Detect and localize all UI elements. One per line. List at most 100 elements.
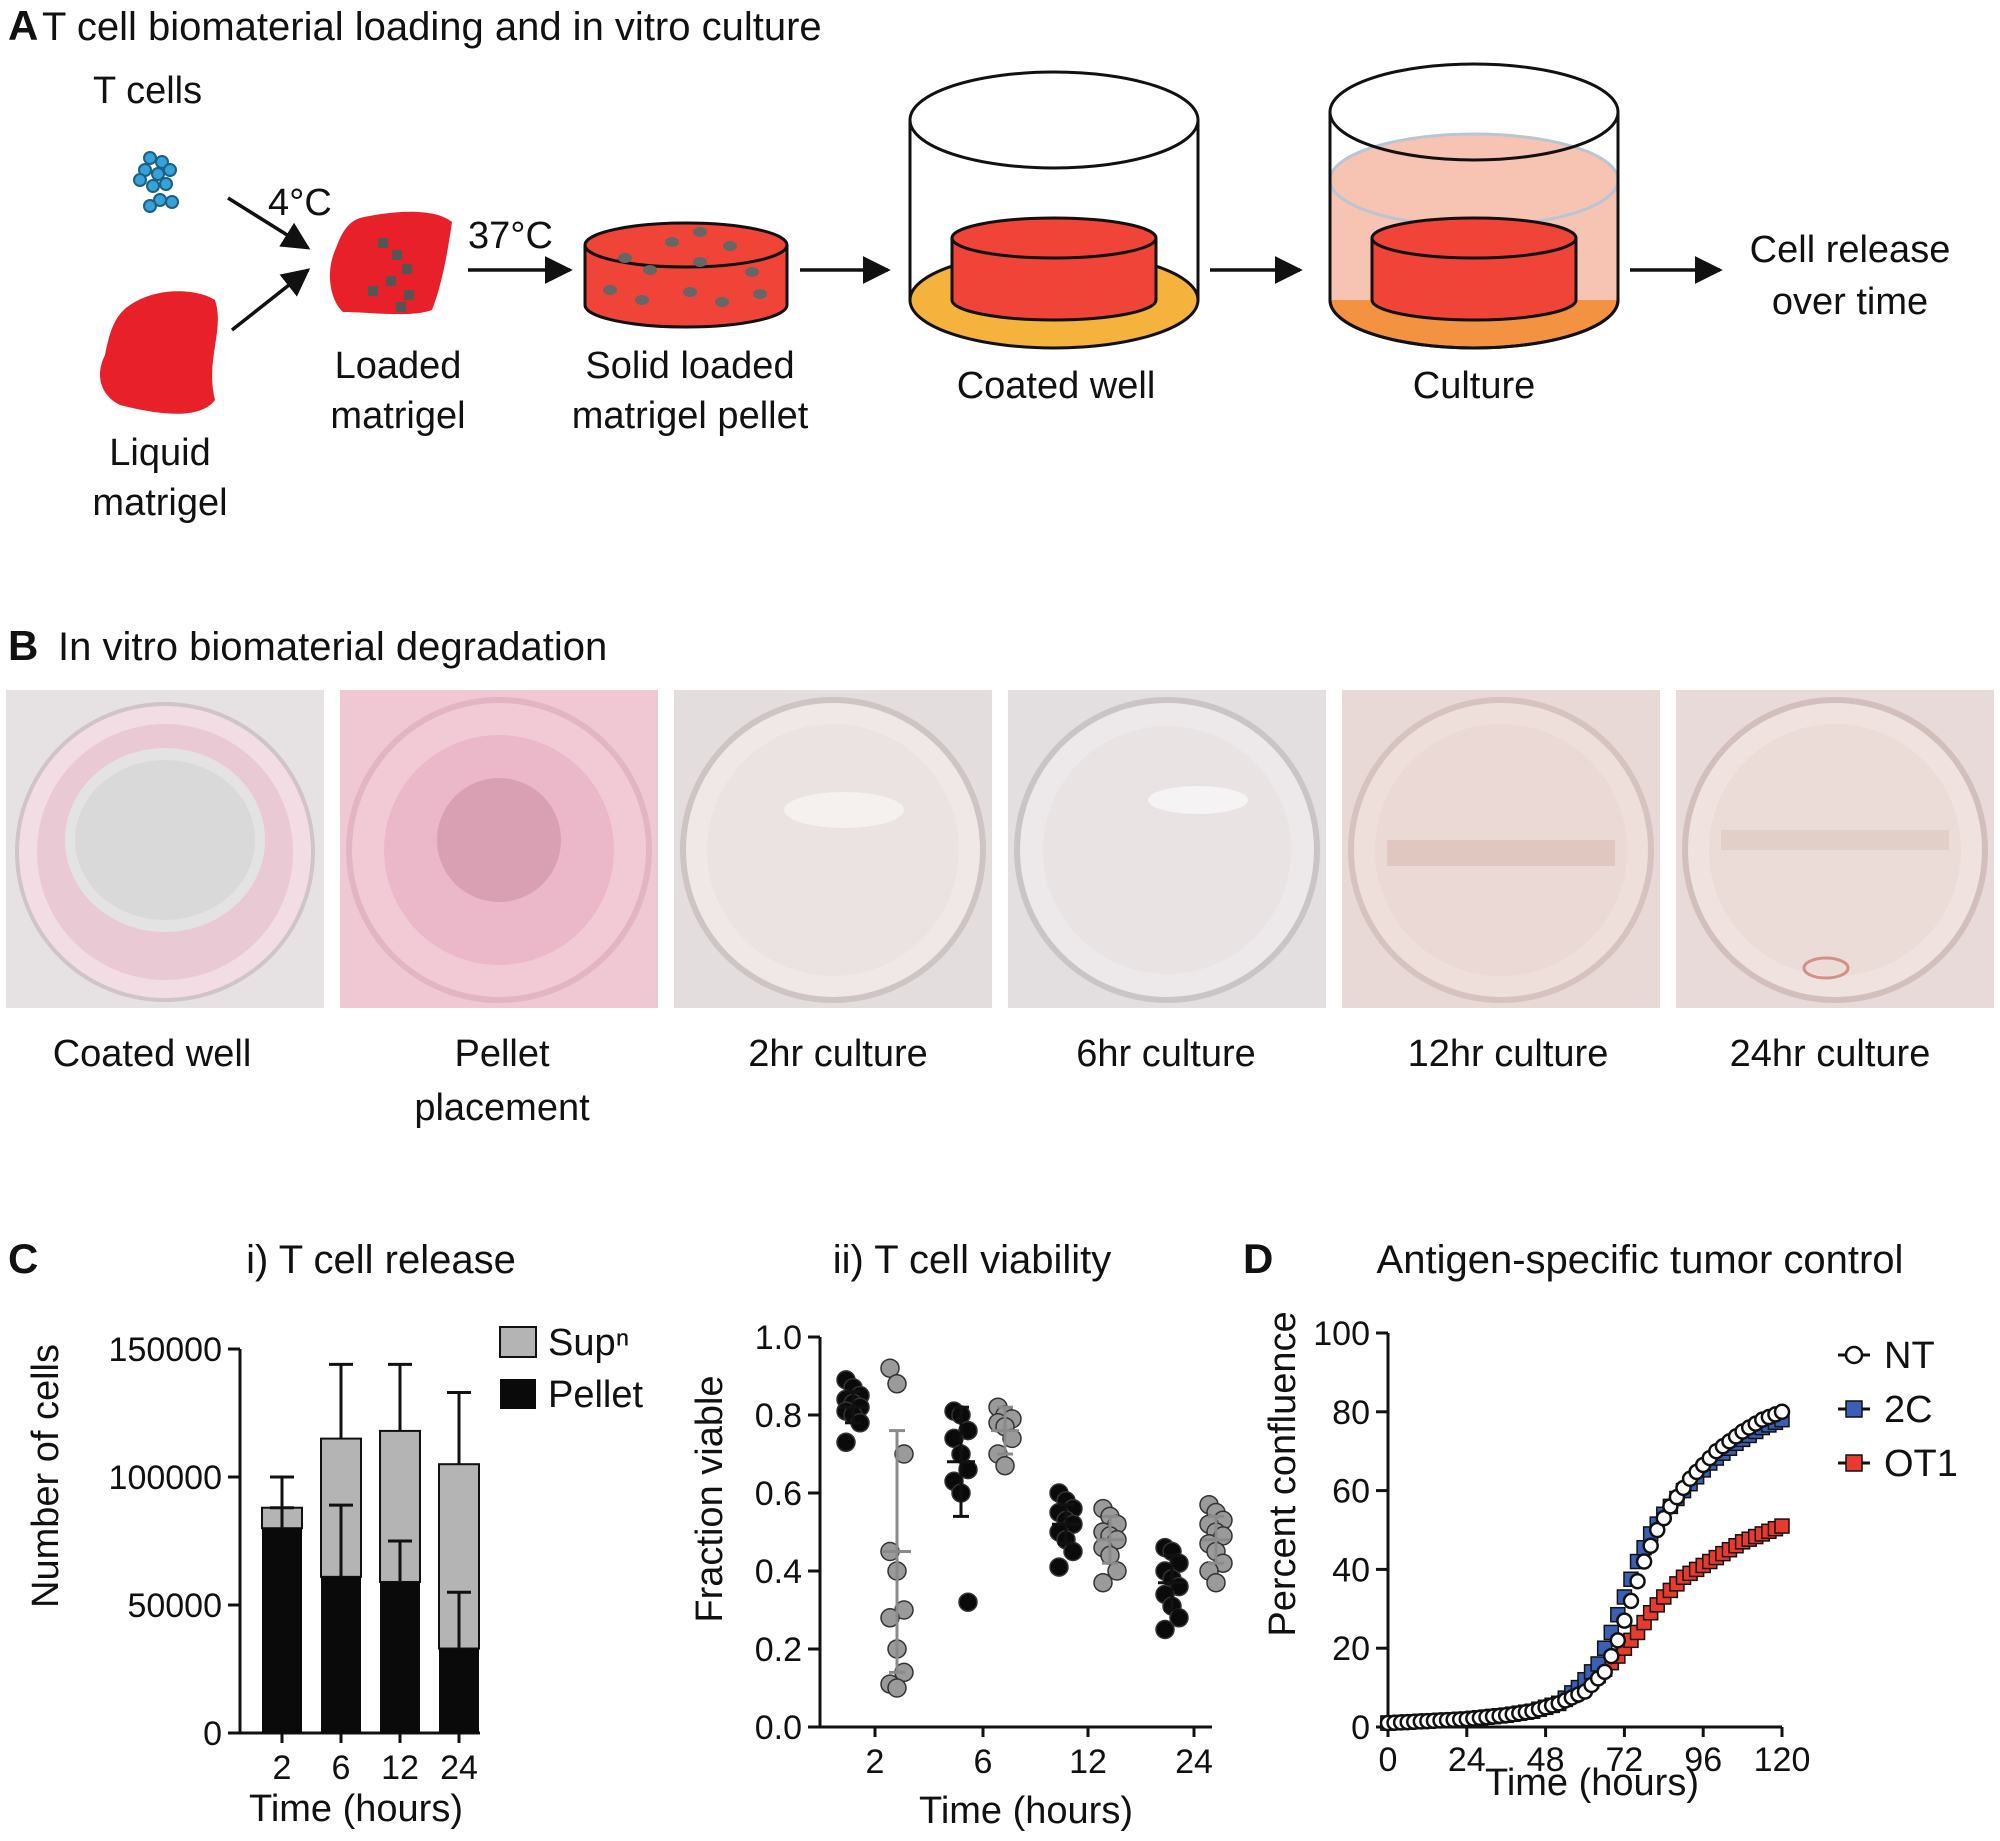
release-legend: Supⁿ Pellet bbox=[499, 1322, 643, 1416]
tumor-point-ot1 bbox=[1774, 1518, 1790, 1534]
legend-sup-label: Supⁿ bbox=[548, 1322, 629, 1364]
tumor-point-nt bbox=[1596, 1663, 1613, 1681]
release-x-tick-label: 2 bbox=[273, 1749, 292, 1787]
loaded-matrigel-cells bbox=[368, 238, 414, 312]
tumor-chart: Antigen-specific tumor control Percent c… bbox=[1262, 1238, 1958, 1804]
panel-c-label: C bbox=[8, 1235, 38, 1282]
release-chart: i) T cell release Number of cells Time (… bbox=[25, 1238, 643, 1830]
t-cells-icon bbox=[133, 151, 179, 213]
loaded-matrigel-label-2: matrigel bbox=[330, 395, 465, 437]
viability-y-tick-label: 0.0 bbox=[755, 1709, 802, 1747]
viability-x-tick-label: 6 bbox=[974, 1743, 993, 1781]
release-bar-pellet bbox=[380, 1581, 420, 1733]
tumor-point-nt bbox=[1622, 1592, 1640, 1610]
caption-pellet: Pellet bbox=[454, 1033, 549, 1075]
caption-24hr: 24hr culture bbox=[1730, 1033, 1931, 1075]
arrow-liquid-to-loaded bbox=[230, 268, 311, 332]
panel-b-title: In vitro biomaterial degradation bbox=[58, 625, 607, 669]
cell-release-label-1: Cell release bbox=[1750, 229, 1951, 271]
release-title: i) T cell release bbox=[246, 1238, 516, 1282]
cell-release-label-2: over time bbox=[1772, 281, 1928, 323]
viability-y-tick-label: 0.2 bbox=[755, 1631, 802, 1669]
solid-pellet-label-2: matrigel pellet bbox=[572, 395, 809, 437]
photo-24hr-culture bbox=[1676, 690, 1994, 1008]
tumor-title: Antigen-specific tumor control bbox=[1377, 1238, 1904, 1282]
viability-point bbox=[880, 1608, 900, 1628]
caption-coated-well: Coated well bbox=[53, 1033, 252, 1075]
viability-x-tick-label: 2 bbox=[866, 1743, 885, 1781]
legend-pellet-label: Pellet bbox=[548, 1374, 643, 1416]
photo-12hr-culture bbox=[1342, 690, 1660, 1008]
tumor-point-nt bbox=[1773, 1403, 1791, 1421]
tumor-y-tick-label: 0 bbox=[1351, 1709, 1370, 1747]
tumor-legend-marker bbox=[1845, 1400, 1863, 1418]
t-cells-label: T cells bbox=[93, 70, 202, 112]
viability-point bbox=[1206, 1572, 1226, 1593]
release-y-tick-label: 150000 bbox=[109, 1331, 222, 1369]
release-x-tick-label: 12 bbox=[381, 1749, 419, 1787]
viability-point bbox=[836, 1432, 856, 1453]
tumor-x-tick-label: 72 bbox=[1605, 1741, 1643, 1779]
release-x-tick-label: 24 bbox=[440, 1749, 478, 1787]
tumor-x-tick-label: 48 bbox=[1527, 1741, 1565, 1779]
caption-6hr: 6hr culture bbox=[1076, 1033, 1256, 1075]
viability-point bbox=[887, 1678, 907, 1698]
temp-4c-label: 4°C bbox=[268, 182, 332, 224]
tumor-legend-label: 2C bbox=[1884, 1389, 1933, 1431]
viability-title: ii) T cell viability bbox=[833, 1238, 1112, 1282]
panel-a-label: A bbox=[8, 2, 38, 49]
legend-pellet-swatch bbox=[500, 1379, 536, 1409]
viability-xlabel: Time (hours) bbox=[919, 1790, 1133, 1832]
viability-y-tick-label: 0.6 bbox=[755, 1475, 802, 1513]
culture-well-icon bbox=[1328, 62, 1620, 350]
viability-point bbox=[1093, 1572, 1113, 1593]
photo-6hr-culture bbox=[1008, 690, 1326, 1008]
viability-point bbox=[958, 1592, 978, 1612]
tumor-point-nt bbox=[1642, 1537, 1659, 1555]
arrow-tcells-to-loaded bbox=[227, 196, 311, 250]
legend-sup-swatch bbox=[499, 1326, 537, 1358]
viability-point bbox=[1155, 1619, 1175, 1640]
tumor-legend-label: NT bbox=[1884, 1335, 1935, 1377]
coated-well-label: Coated well bbox=[957, 365, 1156, 407]
panel-b-captions: Coated well Pellet placement 2hr culture… bbox=[53, 1033, 1931, 1129]
tumor-y-tick-label: 20 bbox=[1332, 1630, 1370, 1668]
tumor-y-tick-label: 80 bbox=[1332, 1394, 1370, 1432]
tumor-y-tick-label: 60 bbox=[1332, 1473, 1370, 1511]
panel-b-header: B In vitro biomaterial degradation bbox=[8, 622, 607, 669]
viability-point bbox=[894, 1444, 914, 1464]
solid-pellet-icon bbox=[583, 221, 789, 329]
tumor-point-nt bbox=[1616, 1612, 1633, 1629]
coated-well-icon bbox=[908, 70, 1200, 350]
release-bar-pellet bbox=[439, 1648, 479, 1733]
solid-pellet-label-1: Solid loaded bbox=[585, 345, 794, 387]
photo-pellet-placement bbox=[340, 690, 658, 1008]
photo-coated-well bbox=[6, 690, 324, 1008]
viability-y-tick-label: 0.4 bbox=[755, 1553, 802, 1591]
release-x-tick-label: 6 bbox=[332, 1749, 351, 1787]
loaded-matrigel-blob bbox=[329, 211, 452, 315]
viability-y-tick-label: 0.8 bbox=[755, 1397, 802, 1435]
loaded-matrigel-label-1: Loaded bbox=[335, 345, 462, 387]
viability-y-tick-label: 1.0 bbox=[755, 1319, 802, 1357]
tumor-xlabel: Time (hours) bbox=[1485, 1762, 1699, 1804]
tumor-point-nt bbox=[1603, 1647, 1620, 1665]
viability-point bbox=[887, 1374, 907, 1394]
tumor-x-tick-label: 24 bbox=[1448, 1741, 1486, 1779]
tumor-x-tick-label: 96 bbox=[1684, 1741, 1722, 1779]
release-ylabel: Number of cells bbox=[25, 1344, 67, 1608]
panel-d-label: D bbox=[1243, 1235, 1273, 1282]
panel-a-title: T cell biomaterial loading and in vitro … bbox=[42, 5, 822, 49]
panel-b-label: B bbox=[8, 622, 38, 669]
liquid-matrigel-label-1: Liquid bbox=[109, 432, 210, 474]
release-y-tick-label: 100000 bbox=[109, 1459, 222, 1497]
tumor-ylabel: Percent confluence bbox=[1262, 1311, 1304, 1636]
release-bar-pellet bbox=[262, 1528, 302, 1733]
viability-point bbox=[995, 1455, 1015, 1476]
release-bar-pellet bbox=[321, 1576, 361, 1733]
tumor-point-nt bbox=[1609, 1632, 1627, 1649]
viability-x-tick-label: 12 bbox=[1069, 1743, 1107, 1781]
tumor-point-nt bbox=[1629, 1572, 1646, 1590]
liquid-matrigel-label-2: matrigel bbox=[92, 482, 227, 524]
viability-x-tick-label: 24 bbox=[1175, 1743, 1213, 1781]
